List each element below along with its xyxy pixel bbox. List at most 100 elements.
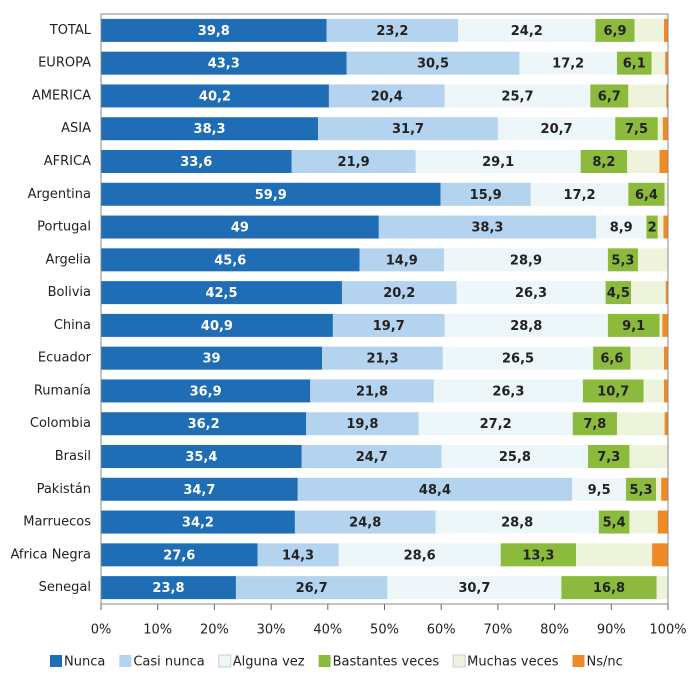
bar-segment [629, 510, 658, 534]
value-label: 6,7 [598, 89, 621, 104]
bar-segment [628, 84, 667, 108]
bar-segment [387, 576, 562, 600]
legend-swatch [572, 655, 585, 667]
value-label: 30,5 [417, 57, 449, 72]
value-label: 26,7 [296, 581, 328, 596]
value-label: 24,2 [511, 24, 543, 39]
bar-segment [607, 248, 638, 272]
bar-segment [441, 445, 589, 468]
bar-segment [378, 215, 596, 239]
bar-segment [629, 445, 668, 468]
bar-segment [318, 117, 498, 141]
bar-segment [665, 51, 668, 75]
y-tick-label: Rumanía [34, 383, 91, 398]
bar-segment [605, 281, 632, 305]
value-label: 40,9 [201, 319, 233, 334]
bar-segment [582, 379, 644, 403]
value-label: 6,4 [635, 188, 658, 203]
bar-segment [646, 215, 658, 239]
value-label: 10,7 [597, 384, 629, 399]
bar-segment [626, 477, 657, 501]
x-tick-label: 30% [257, 623, 286, 638]
value-label: 24,7 [356, 450, 388, 465]
y-tick-label: Senegal [39, 580, 91, 595]
value-label: 19,8 [346, 417, 378, 432]
y-tick-label: Marruecos [23, 515, 91, 530]
bar-segment [651, 51, 666, 75]
bar-segment [444, 84, 591, 108]
x-tick-label: 40% [313, 623, 342, 638]
value-label: 8,2 [592, 155, 615, 170]
value-label: 2 [648, 221, 657, 236]
bar-segment [665, 281, 668, 305]
bar-segment [595, 215, 647, 239]
y-tick-label: ASIA [61, 121, 91, 136]
y-tick-label: China [54, 318, 91, 333]
bar-segment [297, 477, 573, 501]
value-label: 28,8 [501, 516, 533, 531]
x-tick-label: 20% [200, 623, 229, 638]
bar-segment [301, 445, 442, 468]
value-label: 28,8 [510, 319, 542, 334]
bar-segment [359, 248, 445, 272]
bar-segment [458, 18, 596, 42]
value-label: 39,8 [198, 24, 230, 39]
value-label: 45,6 [214, 253, 246, 268]
bar-segment [593, 346, 631, 370]
x-tick-label: 50% [370, 623, 399, 638]
bar-segment [657, 117, 663, 141]
value-label: 19,7 [373, 319, 405, 334]
bar-segment [415, 150, 581, 173]
bar-segment [338, 543, 501, 567]
value-label: 25,8 [499, 450, 531, 465]
y-tick-label: Pakistán [37, 482, 91, 497]
bar-segment [310, 379, 434, 403]
legend-swatch [318, 655, 331, 667]
value-label: 31,7 [392, 122, 424, 137]
y-tick-label: Argelia [46, 252, 91, 267]
value-label: 27,2 [480, 417, 512, 432]
legend-label: Casi nunca [133, 655, 204, 670]
bar-segment [444, 248, 608, 272]
bar-segment [657, 215, 664, 239]
bar-segment [257, 543, 339, 567]
bar-segment [664, 412, 668, 436]
value-label: 25,7 [501, 89, 533, 104]
legend-swatch [119, 655, 132, 667]
bar-segment [590, 84, 629, 108]
bar-segment [101, 543, 258, 567]
value-label: 30,7 [458, 581, 490, 596]
value-label: 34,2 [182, 516, 214, 531]
bar-segment [440, 182, 531, 206]
bar-segment [101, 84, 329, 108]
bar-segment [101, 117, 319, 141]
bar-segment [101, 150, 292, 173]
bar-segment [588, 445, 630, 468]
value-label: 7,8 [583, 417, 606, 432]
value-label: 21,3 [366, 352, 398, 367]
bar-segment [652, 543, 668, 567]
value-label: 26,3 [515, 286, 547, 301]
bar-segment [595, 18, 635, 42]
bar-segment [101, 215, 379, 239]
value-label: 24,8 [349, 516, 381, 531]
bar-segment [444, 313, 608, 337]
bar-segment [435, 510, 599, 534]
value-label: 48,4 [419, 483, 451, 498]
x-tick-label: 60% [427, 623, 456, 638]
bar-segment [418, 412, 573, 436]
bar-segment [664, 379, 668, 403]
value-label: 9,5 [588, 483, 611, 498]
value-label: 16,8 [593, 581, 625, 596]
y-tick-label: Ecuador [38, 351, 92, 366]
bar-segment [101, 576, 236, 600]
bar-segment [101, 281, 342, 305]
bar-segment [664, 346, 668, 370]
bar-segment [326, 18, 459, 42]
y-tick-label: Portugal [37, 220, 91, 235]
bar-segment [497, 117, 616, 141]
bar-segment [561, 576, 657, 600]
bar-segment [101, 477, 298, 501]
bar-segment [659, 313, 663, 337]
